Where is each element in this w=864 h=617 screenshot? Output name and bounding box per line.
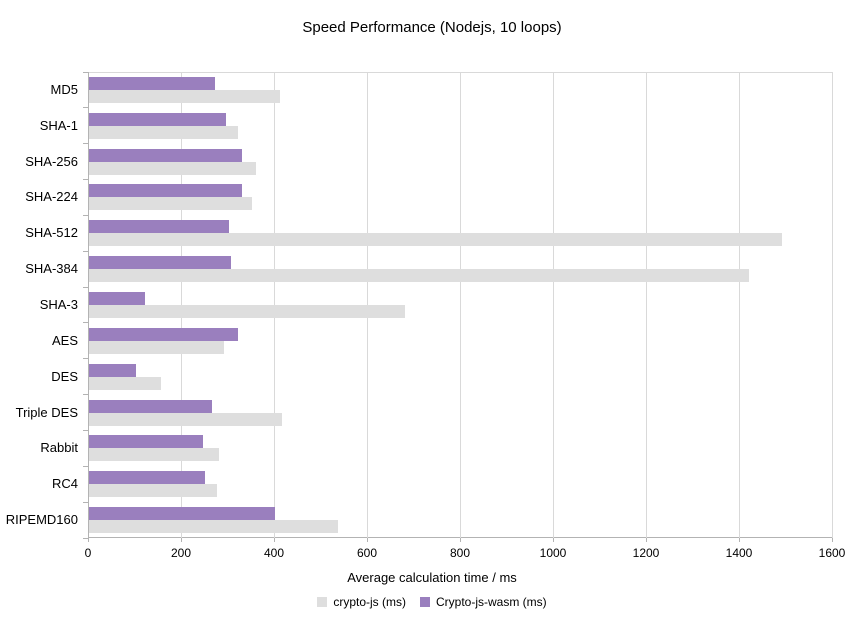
y-axis-tick [83,286,88,288]
x-axis-tick [645,538,647,542]
plot-area [88,72,833,538]
legend-label: Crypto-js-wasm (ms) [436,595,547,609]
bar-crypto-js-ms [89,197,252,211]
x-axis-tick [552,538,554,542]
bar-crypto-js-wasm-ms [89,76,215,90]
y-axis-tick [83,358,88,360]
y-axis-tick [83,214,88,216]
y-axis-tick [83,537,88,539]
x-axis-tick [87,538,89,542]
bar-crypto-js-wasm-ms [89,292,145,305]
x-tick-label: 1400 [725,546,753,560]
x-axis-tick [459,538,461,542]
gridline [831,72,833,538]
category-label: SHA-224 [25,189,78,205]
legend-label: crypto-js (ms) [333,595,406,609]
x-tick-label: 200 [170,546,192,560]
category-label: SHA-256 [25,153,78,169]
bar-crypto-js-wasm-ms [89,435,203,449]
x-tick-label: 0 [84,546,92,560]
bar-crypto-js-wasm-ms [89,471,206,485]
chart-title: Speed Performance (Nodejs, 10 loops) [302,19,562,36]
category-label: AES [51,332,78,348]
x-tick-label: 600 [356,546,378,560]
y-axis-line [88,72,89,538]
y-axis-tick [83,107,88,109]
bar-crypto-js-wasm-ms [89,256,231,270]
bar-crypto-js-ms [89,161,257,175]
legend-swatch-icon [317,597,328,607]
bar-crypto-js-ms [89,448,220,462]
bar-crypto-js-wasm-ms [89,148,243,162]
gridline [645,72,647,538]
bar-crypto-js-wasm-ms [89,112,227,126]
bar-crypto-js-wasm-ms [89,507,275,521]
y-axis-tick [83,71,88,73]
y-axis-tick [83,429,88,431]
bar-crypto-js-ms [89,125,238,139]
bar-crypto-js-ms [89,233,782,247]
legend-item: crypto-js (ms) [317,595,406,609]
y-axis-tick [83,501,88,503]
bar-crypto-js-wasm-ms [89,363,136,377]
y-axis-tick [83,179,88,181]
x-axis-title: Average calculation time / ms [347,570,517,585]
x-tick-label: 800 [449,546,471,560]
x-axis-tick [180,538,182,542]
bar-crypto-js-ms [89,412,282,426]
bar-crypto-js-ms [89,305,406,318]
gridline [459,72,461,538]
category-label: RIPEMD160 [5,512,78,528]
x-tick-label: 1600 [818,546,846,560]
x-axis-tick [738,538,740,542]
legend-item: Crypto-js-wasm (ms) [420,595,547,609]
x-axis-tick [366,538,368,542]
x-tick-label: 400 [263,546,285,560]
bar-crypto-js-ms [89,89,280,103]
category-label: MD5 [50,81,78,97]
bar-crypto-js-wasm-ms [89,399,213,413]
x-tick-label: 1000 [539,546,567,560]
category-label: SHA-3 [39,297,78,312]
category-label: SHA-1 [39,117,78,133]
y-axis-tick [83,322,88,324]
bar-crypto-js-ms [89,269,750,283]
bar-crypto-js-wasm-ms [89,327,238,341]
bar-crypto-js-wasm-ms [89,220,229,234]
x-axis-tick [831,538,833,542]
x-axis-tick [273,538,275,542]
category-label: SHA-512 [25,225,78,241]
category-label: RC4 [51,476,78,492]
y-axis-tick [83,465,88,467]
legend-swatch-icon [420,597,430,607]
gridline [552,72,554,538]
category-label: DES [51,368,78,384]
legend: crypto-js (ms) Crypto-js-wasm (ms) [0,595,864,609]
bar-crypto-js-wasm-ms [89,184,243,198]
y-axis-tick [83,250,88,252]
y-axis-tick [83,394,88,396]
bar-crypto-js-ms [89,340,224,354]
bar-crypto-js-ms [89,484,217,498]
category-label: Rabbit [40,440,78,456]
gridline [738,72,740,538]
bar-crypto-js-ms [89,520,338,534]
category-label: SHA-384 [25,261,78,277]
bar-crypto-js-ms [89,376,162,390]
category-label: Triple DES [15,404,78,420]
y-axis-tick [83,143,88,145]
x-tick-label: 1200 [632,546,660,560]
